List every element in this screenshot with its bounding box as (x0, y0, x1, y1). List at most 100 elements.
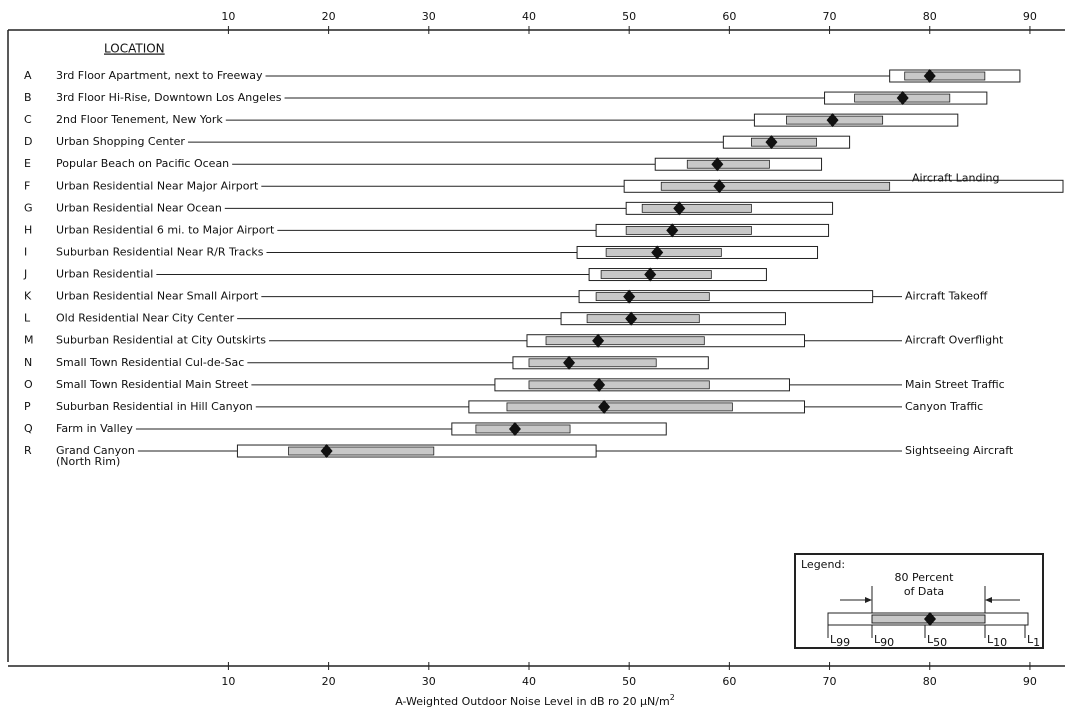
legend-label-prefix: L (987, 633, 994, 646)
median (593, 377, 606, 392)
row-letter: O (24, 378, 33, 391)
bottom-tick-label: 30 (422, 675, 436, 688)
legend-label-prefix: L (874, 633, 881, 646)
header: LOCATION (104, 42, 165, 56)
row-location: 3rd Floor Apartment, next to Freeway (56, 69, 263, 82)
row-letter: M (24, 334, 34, 347)
range-inner (751, 137, 817, 147)
top-tick-label: 30 (422, 10, 436, 23)
bottom-tick-label: 50 (622, 675, 636, 688)
row-letter: G (24, 201, 33, 214)
legend-arrowhead (865, 597, 872, 603)
legend-label-sub: 1 (1033, 636, 1040, 649)
legend-median (924, 612, 936, 626)
annotation: Aircraft Overflight (905, 334, 1004, 347)
median (625, 311, 638, 326)
row-location: Suburban Residential in Hill Canyon (56, 400, 253, 413)
top-tick-label: 90 (1023, 10, 1037, 23)
bottom-tick-label: 70 (823, 675, 837, 688)
median (563, 355, 576, 370)
range-inner (904, 71, 986, 81)
legend-label-sub: 10 (993, 636, 1007, 649)
bottom-tick-label: 60 (722, 675, 736, 688)
range-inner (605, 248, 722, 257)
range-inner (506, 402, 733, 412)
range-inner (641, 203, 752, 213)
range-inner (600, 270, 712, 279)
row-note: (North Rim) (56, 455, 120, 468)
row-letter: I (24, 245, 27, 258)
annotation: Canyon Traffic (905, 400, 983, 413)
range-inner (686, 159, 770, 169)
top-tick-label: 20 (322, 10, 336, 23)
median (651, 245, 664, 260)
row-location: Farm in Valley (56, 422, 133, 435)
legend-label: L50 (927, 633, 947, 649)
median (826, 113, 839, 128)
row-location: Small Town Residential Cul-de-Sac (56, 356, 244, 369)
range-inner (288, 446, 435, 456)
range-inner (475, 424, 571, 434)
range-inner (625, 226, 752, 235)
legend-frame (794, 553, 1044, 649)
median (644, 267, 657, 282)
row-location: Urban Residential Near Ocean (56, 201, 222, 214)
range-inner (660, 181, 891, 191)
legend: Legend: 80 Percent of Data (794, 553, 1044, 649)
range-inner (595, 292, 710, 302)
legend-label: L1 (1027, 633, 1040, 649)
row-letter: Q (24, 422, 33, 435)
annotation: Main Street Traffic (905, 378, 1005, 391)
row-letter: H (24, 223, 32, 236)
row-location: Urban Residential 6 mi. to Major Airport (56, 223, 275, 236)
annotation: Aircraft Landing (912, 171, 1000, 184)
range-inner (545, 336, 705, 346)
bottom-tick-label: 10 (221, 675, 235, 688)
median (592, 333, 605, 348)
top-tick-label: 40 (522, 10, 536, 23)
bottom-tick-label: 90 (1023, 675, 1037, 688)
legend-arrowhead (985, 597, 992, 603)
row-letter: K (24, 290, 32, 303)
legend-label-prefix: L (1027, 633, 1034, 646)
legend-label: L10 (987, 633, 1007, 649)
row-location: Grand Canyon (56, 444, 135, 457)
row-location: Urban Residential Near Major Airport (56, 179, 259, 192)
legend-label-sub: 90 (880, 636, 894, 649)
top-tick-label: 70 (823, 10, 837, 23)
legend-label-prefix: L (830, 633, 837, 646)
row-letter: J (23, 268, 27, 281)
top-tick-label: 60 (722, 10, 736, 23)
legend-label: L99 (830, 633, 850, 649)
median (765, 135, 778, 150)
row-location: Urban Shopping Center (56, 135, 185, 148)
x-axis-label-sup: 2 (670, 693, 675, 702)
top-tick-label: 50 (622, 10, 636, 23)
median (508, 421, 521, 436)
annotation: Sightseeing Aircraft (905, 444, 1014, 457)
bottom-tick-label: 20 (322, 675, 336, 688)
legend-label-prefix: L (927, 633, 934, 646)
median (598, 399, 611, 414)
row-location: Small Town Residential Main Street (56, 378, 249, 391)
legend-range-label: of Data (904, 585, 944, 598)
median (320, 444, 333, 459)
row-location: Suburban Residential Near R/R Tracks (56, 245, 264, 258)
row-letter: L (24, 312, 31, 325)
row-letter: F (24, 179, 30, 192)
row-location: Urban Residential Near Small Airport (56, 290, 259, 303)
median (923, 69, 936, 83)
row-location: Urban Residential (56, 268, 153, 281)
row-letter: C (24, 113, 32, 126)
row-location: Suburban Residential at City Outskirts (56, 334, 266, 347)
row-letter: D (24, 135, 32, 148)
legend-range-label: 80 Percent (895, 571, 955, 584)
legend-label-sub: 99 (836, 636, 850, 649)
median (896, 91, 909, 106)
bottom-tick-label: 40 (522, 675, 536, 688)
row-letter: E (24, 157, 31, 170)
annotation: Aircraft Takeoff (905, 290, 988, 303)
median (713, 179, 726, 194)
row-location: 2nd Floor Tenement, New York (56, 113, 223, 126)
